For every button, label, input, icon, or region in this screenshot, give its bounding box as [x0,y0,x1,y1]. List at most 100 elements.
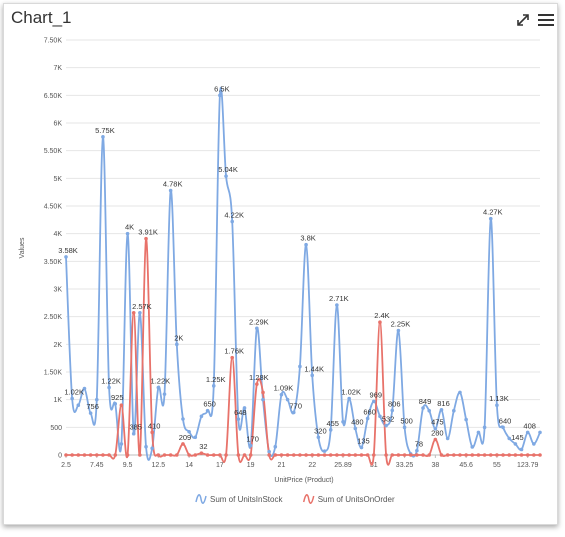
data-point[interactable] [218,93,222,98]
data-point[interactable] [70,396,74,401]
data-point[interactable] [205,453,210,457]
data-point[interactable] [187,453,191,457]
data-point[interactable] [532,442,536,446]
data-point[interactable] [513,453,518,457]
data-point[interactable] [396,453,401,457]
data-point[interactable] [107,385,111,390]
data-point[interactable] [378,414,382,419]
data-point[interactable] [261,390,265,395]
data-point[interactable] [101,135,105,139]
data-point[interactable] [285,397,290,402]
data-point[interactable] [359,453,364,457]
data-point[interactable] [476,430,481,435]
data-point[interactable] [291,410,296,415]
data-point[interactable] [310,453,315,457]
data-point[interactable] [452,453,456,457]
data-point[interactable] [384,423,388,428]
data-point[interactable] [187,429,191,434]
data-point[interactable] [156,453,161,457]
data-point[interactable] [82,453,87,457]
data-point[interactable] [279,453,284,457]
data-point[interactable] [445,436,450,441]
data-point[interactable] [298,364,302,369]
data-point[interactable] [378,320,382,325]
data-point[interactable] [470,453,475,457]
data-point[interactable] [316,453,321,457]
data-point[interactable] [328,428,333,432]
data-point[interactable] [402,453,407,457]
data-point[interactable] [119,442,124,446]
data-point[interactable] [181,417,185,421]
data-point[interactable] [519,453,524,457]
data-point[interactable] [464,453,468,457]
data-point[interactable] [310,373,315,378]
data-point[interactable] [218,453,222,457]
data-point[interactable] [322,453,327,457]
data-point[interactable] [125,231,130,236]
data-point[interactable] [476,453,481,457]
data-point[interactable] [76,453,81,457]
data-point[interactable] [341,420,345,424]
data-point[interactable] [316,435,321,440]
data-point[interactable] [181,442,185,446]
data-point[interactable] [439,408,444,412]
data-point[interactable] [402,425,407,430]
data-point[interactable] [495,453,499,457]
data-point[interactable] [470,445,475,449]
data-point[interactable] [113,453,118,457]
data-point[interactable] [291,453,296,457]
legend-label[interactable]: Sum of UnitsOnOrder [318,495,395,504]
data-point[interactable] [445,453,450,457]
data-point[interactable] [131,310,136,315]
data-point[interactable] [482,425,487,430]
data-point[interactable] [408,453,413,457]
data-point[interactable] [261,397,265,402]
data-point[interactable] [144,236,148,241]
data-point[interactable] [267,453,271,457]
data-point[interactable] [427,408,431,413]
data-point[interactable] [242,453,247,457]
data-point[interactable] [390,453,395,457]
data-point[interactable] [279,392,284,397]
data-point[interactable] [70,453,74,457]
data-point[interactable] [482,453,487,457]
data-point[interactable] [365,453,370,457]
data-point[interactable] [138,453,142,457]
data-point[interactable] [335,453,339,457]
data-point[interactable] [248,443,253,448]
data-point[interactable] [371,453,376,457]
data-point[interactable] [150,430,154,435]
data-point[interactable] [205,408,210,413]
data-point[interactable] [144,444,148,449]
data-point[interactable] [255,382,259,386]
data-point[interactable] [82,386,87,391]
data-point[interactable] [415,453,419,457]
hamburger-menu-icon[interactable] [538,13,554,27]
data-point[interactable] [113,402,118,406]
legend-line-icon[interactable] [195,494,207,504]
data-point[interactable] [94,453,99,457]
data-point[interactable] [175,342,179,347]
data-point[interactable] [236,417,241,421]
data-point[interactable] [396,328,401,333]
data-point[interactable] [513,442,518,446]
data-point[interactable] [211,453,216,457]
data-point[interactable] [224,453,228,457]
data-point[interactable] [94,397,99,402]
data-point[interactable] [421,406,425,410]
data-point[interactable] [384,453,388,457]
data-point[interactable] [150,446,154,451]
data-point[interactable] [359,445,364,450]
data-point[interactable] [193,453,198,457]
data-point[interactable] [341,453,345,457]
data-point[interactable] [119,403,124,408]
data-point[interactable] [304,453,308,457]
data-point[interactable] [353,426,358,431]
data-point[interactable] [64,255,68,259]
data-point[interactable] [433,437,438,442]
data-point[interactable] [304,242,308,247]
data-point[interactable] [107,453,111,457]
data-point[interactable] [347,453,351,457]
legend-line-icon[interactable] [302,494,315,504]
data-point[interactable] [230,355,235,360]
